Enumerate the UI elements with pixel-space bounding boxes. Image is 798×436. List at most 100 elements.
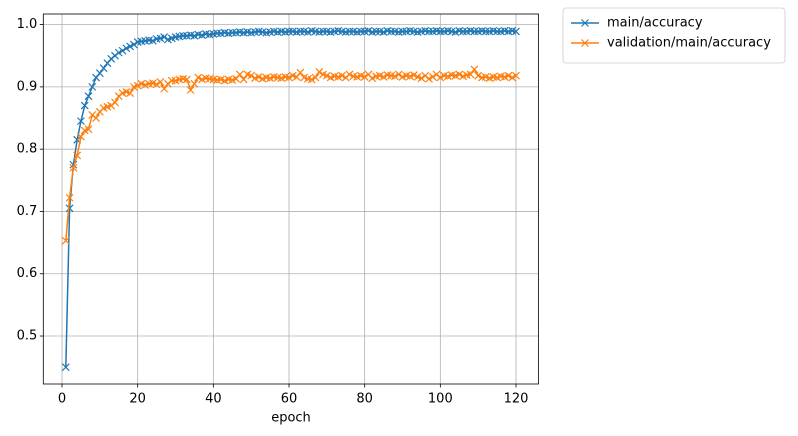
marker xyxy=(387,27,396,36)
marker xyxy=(167,76,176,85)
marker xyxy=(394,70,403,79)
marker xyxy=(254,72,263,81)
y-tick-label: 1.0 xyxy=(17,17,38,32)
marker xyxy=(239,75,248,84)
marker xyxy=(65,204,74,213)
marker xyxy=(504,71,513,80)
marker xyxy=(470,27,479,36)
marker xyxy=(345,27,354,36)
marker xyxy=(133,81,142,90)
marker xyxy=(391,72,399,81)
marker xyxy=(470,65,479,74)
marker xyxy=(122,44,131,53)
marker xyxy=(61,236,70,245)
legend-marker xyxy=(581,39,589,47)
marker xyxy=(360,72,369,81)
marker xyxy=(315,68,324,76)
marker xyxy=(481,27,490,36)
marker xyxy=(152,80,161,89)
marker xyxy=(73,151,82,160)
line xyxy=(65,30,517,368)
marker xyxy=(126,42,135,51)
x-tick-label: 40 xyxy=(205,392,222,407)
marker xyxy=(398,27,407,36)
marker xyxy=(84,125,93,134)
plot-frame xyxy=(42,13,539,385)
marker xyxy=(77,132,85,141)
marker xyxy=(512,27,520,36)
marker xyxy=(80,101,89,110)
marker xyxy=(372,27,380,36)
marker xyxy=(338,71,346,80)
marker xyxy=(186,86,195,94)
marker xyxy=(65,193,74,202)
marker xyxy=(69,163,78,172)
marker xyxy=(356,27,365,36)
marker xyxy=(247,71,256,80)
y-tick-label: 0.5 xyxy=(17,329,38,344)
marker xyxy=(148,36,157,45)
marker xyxy=(436,27,445,36)
marker xyxy=(345,70,354,79)
line xyxy=(65,68,517,241)
marker xyxy=(285,27,293,36)
marker xyxy=(213,29,222,38)
legend-label: main/accuracy xyxy=(607,16,703,31)
marker xyxy=(296,68,305,77)
marker xyxy=(111,98,119,107)
marker xyxy=(508,73,517,82)
x-tick-label: 120 xyxy=(504,392,529,407)
marker xyxy=(179,31,188,40)
marker xyxy=(84,92,93,101)
legend-label: validation/main/accuracy xyxy=(607,36,771,51)
marker xyxy=(88,82,97,91)
marker xyxy=(428,72,437,81)
legend-marker xyxy=(581,19,589,27)
marker xyxy=(99,64,108,73)
marker xyxy=(190,79,199,88)
marker xyxy=(455,70,464,79)
x-tick-label: 60 xyxy=(281,392,298,407)
marker xyxy=(194,73,203,82)
marker xyxy=(493,27,502,36)
marker xyxy=(77,117,85,126)
y-tick-label: 0.6 xyxy=(17,266,38,281)
marker xyxy=(512,71,520,80)
x-tick-label: 0 xyxy=(58,392,66,407)
marker xyxy=(307,75,316,84)
marker xyxy=(285,73,293,82)
marker xyxy=(368,74,377,83)
x-tick-label: 80 xyxy=(356,392,373,407)
marker xyxy=(129,40,138,49)
marker xyxy=(436,73,445,82)
marker xyxy=(160,84,169,93)
y-tick-label: 0.7 xyxy=(17,204,38,219)
x-tick-label: 100 xyxy=(428,392,453,407)
marker xyxy=(156,77,165,86)
marker xyxy=(379,72,388,81)
marker xyxy=(466,70,475,79)
marker xyxy=(296,27,305,36)
x-tick-label: 20 xyxy=(129,392,146,407)
marker xyxy=(95,69,104,78)
marker xyxy=(409,71,418,79)
y-tick-label: 0.9 xyxy=(17,79,38,94)
marker xyxy=(126,89,135,98)
marker xyxy=(228,28,237,37)
marker xyxy=(114,48,123,57)
marker xyxy=(425,74,433,83)
y-tick-label: 0.8 xyxy=(17,142,38,157)
marker xyxy=(417,74,426,83)
marker xyxy=(61,363,70,372)
marker xyxy=(235,70,244,79)
legend-box xyxy=(562,7,786,64)
marker xyxy=(160,33,169,41)
marker xyxy=(118,46,127,55)
marker xyxy=(92,114,100,122)
marker xyxy=(311,73,320,82)
marker xyxy=(425,27,433,36)
marker xyxy=(459,27,467,36)
x-axis-label: epoch xyxy=(271,411,311,426)
marker xyxy=(319,27,327,36)
